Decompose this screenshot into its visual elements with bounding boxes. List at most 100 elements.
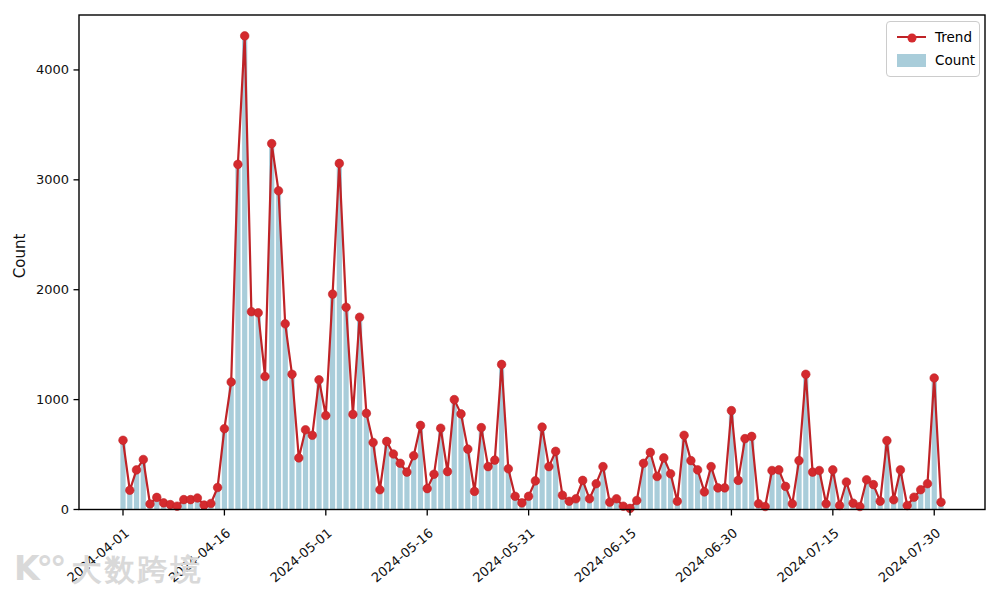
trend-point [930, 374, 939, 383]
figure: 010002000300040002024-04-012024-04-16202… [0, 0, 1000, 600]
trend-point [578, 476, 587, 485]
plot-area: 010002000300040002024-04-012024-04-16202… [0, 0, 1000, 600]
count-bar [391, 454, 396, 509]
count-bar [398, 463, 403, 509]
trend-point [403, 468, 412, 477]
x-tick-label: 2024-05-16 [369, 525, 437, 585]
count-bar [283, 324, 288, 510]
trend-point [288, 370, 297, 379]
count-bar [485, 467, 490, 510]
trend-point [558, 491, 567, 500]
trend-point [572, 495, 581, 504]
trend-point [491, 456, 500, 465]
trend-point [876, 497, 885, 506]
trend-point [896, 466, 905, 475]
trend-point [815, 466, 824, 475]
x-tick-label: 2024-05-31 [470, 525, 538, 585]
watermark-logo-icon: K°° [14, 549, 64, 588]
trend-point [531, 477, 540, 486]
trend-point [369, 438, 378, 447]
trend-point [342, 303, 351, 312]
trend-point [687, 456, 696, 465]
legend-item-trend: Trend [897, 29, 973, 45]
trend-point [477, 423, 486, 432]
trend-point [673, 497, 682, 506]
trend-point [207, 499, 216, 508]
trend-point [328, 290, 337, 299]
trend-point [734, 476, 743, 485]
count-bar [310, 435, 315, 509]
legend: Trend Count [886, 21, 980, 77]
trend-point [923, 479, 932, 488]
count-bar [256, 313, 261, 510]
trend-point [700, 488, 709, 497]
trend-line-swatch [897, 36, 926, 38]
trend-point [322, 411, 331, 420]
count-bar [810, 472, 815, 509]
trend-point [524, 492, 533, 501]
trend-point [910, 493, 919, 502]
trend-point [213, 483, 222, 492]
count-bar [323, 416, 328, 510]
count-bar [546, 467, 551, 510]
trend-point [666, 470, 675, 479]
y-tick-label: 3000 [36, 172, 69, 187]
trend-point [883, 436, 892, 445]
legend-label-count: Count [935, 52, 975, 68]
trend-point [727, 406, 736, 415]
trend-point [227, 378, 236, 387]
trend-point [267, 139, 276, 148]
count-bar [411, 456, 416, 510]
trend-point [538, 423, 547, 432]
trend-point [436, 424, 445, 433]
trend-point [802, 370, 811, 379]
trend-point [599, 462, 608, 471]
trend-point [315, 376, 324, 385]
trend-point [680, 431, 689, 440]
trend-marker-icon [907, 34, 916, 43]
x-tick-label: 2024-07-15 [774, 525, 842, 585]
x-tick-label: 2024-06-15 [571, 525, 639, 585]
trend-point [464, 445, 473, 454]
count-bar [492, 460, 497, 509]
count-bar [249, 312, 254, 510]
y-axis-label: Count [11, 234, 29, 279]
count-bar [364, 413, 369, 509]
trend-point [274, 187, 283, 196]
trend-point [518, 499, 527, 508]
count-bar [445, 472, 450, 510]
trend-point [430, 470, 439, 479]
trend-point [835, 501, 844, 510]
trend-point [349, 410, 358, 419]
trend-point [592, 479, 601, 488]
count-bar [688, 461, 693, 510]
trend-point [916, 485, 925, 494]
count-bar [404, 472, 409, 509]
trend-point [382, 437, 391, 446]
trend-point [295, 454, 304, 463]
trend-point [829, 466, 838, 475]
trend-point [234, 160, 243, 169]
trend-point [409, 451, 418, 460]
trend-point [146, 500, 155, 509]
x-tick-label: 2024-05-01 [267, 525, 335, 585]
trend-point [504, 465, 513, 474]
trend-point [416, 421, 425, 430]
trend-point [889, 496, 898, 505]
legend-item-count: Count [897, 52, 973, 68]
trend-point [220, 424, 229, 433]
trend-point [126, 486, 135, 495]
trend-point [355, 313, 364, 322]
trend-point [707, 462, 716, 471]
trend-point [119, 436, 128, 445]
trend-point [653, 472, 662, 481]
trend-point [132, 466, 141, 475]
trend-point [639, 459, 648, 468]
trend-point [240, 32, 249, 41]
trend-point [869, 480, 878, 489]
trend-point [389, 450, 398, 459]
count-bar [262, 377, 267, 510]
trend-point [139, 455, 148, 464]
x-tick-label: 2024-06-30 [673, 525, 741, 585]
trend-point [693, 466, 702, 475]
